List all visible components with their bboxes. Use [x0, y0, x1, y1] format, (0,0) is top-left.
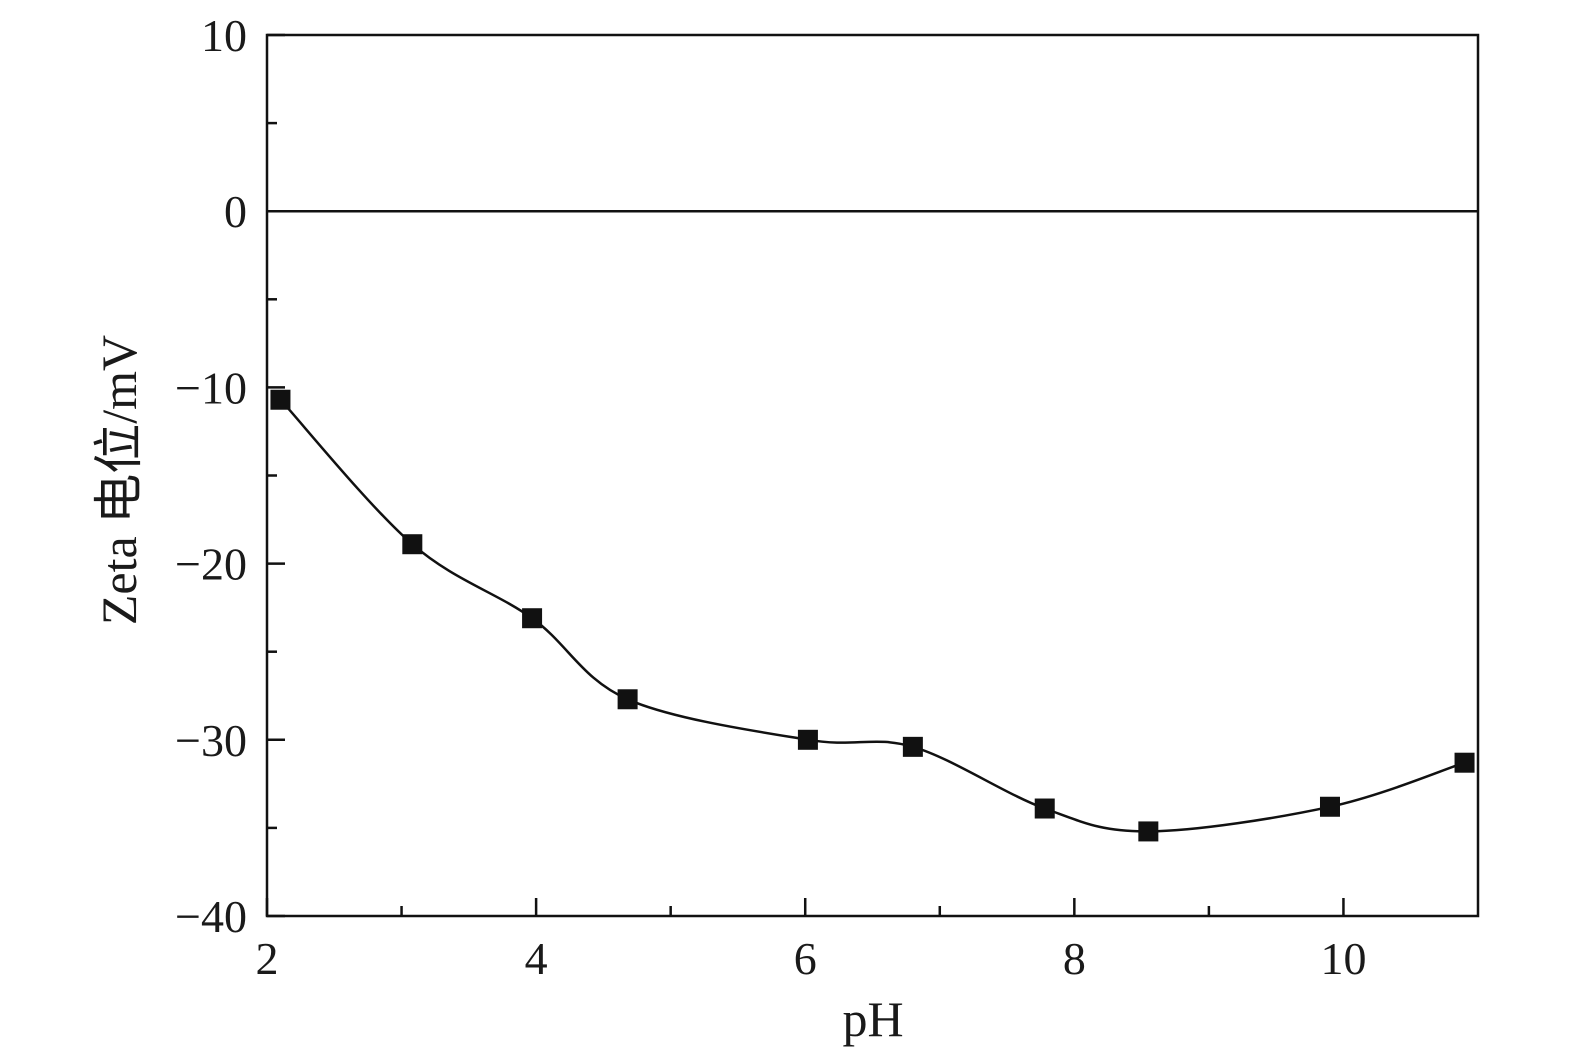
fit-curve [279, 398, 1465, 833]
data-point-marker [522, 608, 543, 629]
data-point-marker [270, 389, 291, 410]
data-points [270, 389, 1475, 842]
data-point-marker [402, 534, 423, 555]
data-point-marker [617, 689, 638, 710]
data-point-marker [1454, 752, 1475, 773]
y-tick-label: −10 [175, 362, 247, 413]
y-tick-label: −20 [175, 539, 247, 590]
data-point-marker [1034, 798, 1055, 819]
x-tick-label: 2 [256, 933, 279, 984]
axes [265, 33, 1480, 918]
tick-labels: 2 4 6 8 10 −40 −30 −20 −10 0 10 [175, 10, 1366, 984]
y-tick-label: 0 [224, 186, 247, 237]
x-axis-title: pH [842, 991, 903, 1047]
x-tick-label: 6 [794, 933, 817, 984]
x-tick-label: 10 [1320, 933, 1366, 984]
y-tick-label: 10 [201, 10, 247, 61]
data-point-marker [1138, 821, 1159, 842]
y-tick-label: −30 [175, 715, 247, 766]
data-point-marker [902, 736, 923, 757]
y-tick-label: −40 [175, 891, 247, 942]
data-point-marker [797, 729, 818, 750]
y-axis-title: Zeta 电位/mV [91, 335, 147, 625]
plot-frame [265, 33, 1480, 918]
x-tick-label: 8 [1063, 933, 1086, 984]
data-point-marker [1319, 796, 1340, 817]
x-tick-label: 4 [525, 933, 548, 984]
fit-curve-layer [279, 398, 1465, 833]
